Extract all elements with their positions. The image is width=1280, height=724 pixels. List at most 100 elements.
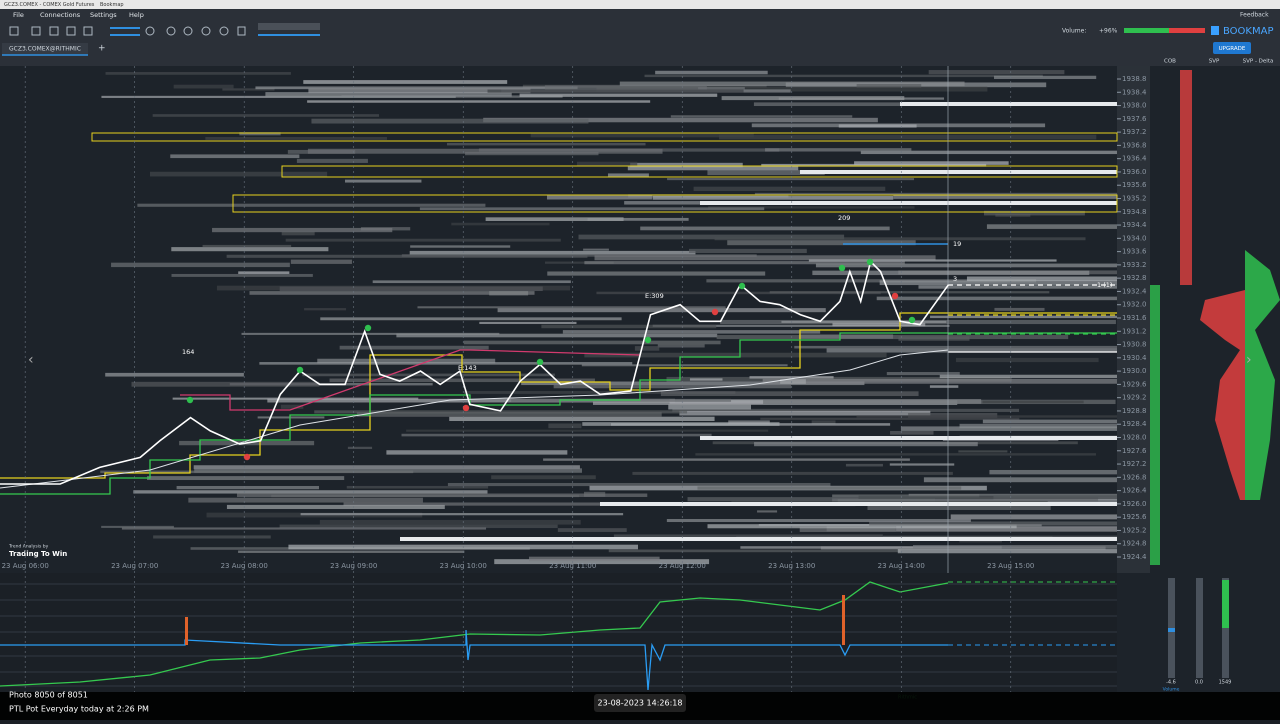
liquidity-band [923, 477, 1117, 483]
liquidity-band [707, 524, 1017, 529]
gauges [1168, 578, 1229, 678]
liquidity-band [983, 210, 1085, 216]
liquidity-band [879, 280, 1117, 286]
liquidity-band [171, 273, 313, 277]
liquidity-band [463, 340, 721, 345]
liquidity-band [613, 534, 883, 538]
liquidity-band [799, 527, 1117, 532]
liquidity-band [446, 142, 646, 146]
liquidity-band [300, 513, 624, 516]
liquidity-band [688, 248, 807, 253]
x-tick-label: 23 Aug 11:00 [549, 562, 596, 570]
title-bar [0, 0, 1280, 9]
liquidity-band [869, 521, 1117, 526]
liquidity-band [528, 556, 660, 562]
liquidity-band [131, 381, 320, 387]
menu-item[interactable]: Settings [90, 11, 117, 19]
liquidity-band [279, 524, 558, 529]
watermark: Trading To Win [9, 550, 67, 558]
liquidity-band [546, 195, 652, 200]
liquidity-band [700, 201, 1117, 205]
upgrade-label[interactable]: UPGRADE [1219, 46, 1246, 52]
y-tick-label: 1930.0 [1122, 367, 1147, 375]
x-tick-label: 23 Aug 08:00 [221, 562, 268, 570]
liquidity-band [170, 154, 300, 159]
trade-marker [243, 453, 251, 461]
upgrade-button[interactable] [1213, 42, 1251, 54]
x-tick-label: 23 Aug 14:00 [878, 562, 925, 570]
liquidity-band [544, 85, 707, 90]
feedback[interactable]: Feedback [1240, 12, 1269, 19]
liquidity-band [400, 537, 1117, 541]
liquidity-band [447, 482, 831, 487]
liquidity-band [544, 261, 614, 264]
menu-item[interactable]: File [13, 11, 24, 19]
liquidity-band [265, 92, 512, 97]
liquidity-band [858, 495, 1117, 499]
liquidity-band [133, 490, 488, 494]
liquidity-band [311, 118, 589, 124]
liquidity-band [986, 224, 1117, 229]
volume-bar [1169, 28, 1205, 33]
liquidity-band [307, 100, 651, 103]
y-tick-label: 1931.2 [1122, 327, 1147, 335]
liquidity-band [753, 102, 1033, 107]
next-arrow[interactable]: › [1246, 352, 1252, 368]
brand-logo [1211, 26, 1219, 35]
liquidity-band [780, 379, 806, 384]
delta-spike [842, 595, 845, 645]
annotation: 209 [838, 214, 850, 222]
prev-arrow[interactable]: ‹ [28, 352, 34, 368]
liquidity-band [396, 333, 718, 338]
liquidity-band [578, 234, 845, 240]
menu-item[interactable]: Connections [40, 11, 81, 19]
tab[interactable] [2, 43, 88, 55]
watermark: Trend Analysis by [8, 544, 49, 550]
liquidity-band [958, 450, 1008, 453]
y-tick-label: 1936.0 [1122, 168, 1147, 176]
liquidity-band [693, 186, 886, 191]
liquidity-band [982, 400, 1084, 404]
annotation: 164 [182, 348, 194, 356]
liquidity-band [660, 391, 919, 397]
liquidity-band [955, 357, 1099, 363]
liquidity-band [401, 433, 712, 437]
liquidity-band [344, 179, 422, 183]
liquidity-band [928, 70, 1065, 75]
liquidity-band [716, 335, 1069, 340]
liquidity-band [149, 171, 328, 177]
liquidity-band [845, 463, 883, 467]
liquidity-band [912, 545, 1117, 549]
add-tab[interactable]: + [98, 44, 106, 54]
liquidity-band [541, 324, 717, 329]
liquidity-band [285, 238, 561, 242]
liquidity-band [655, 70, 768, 75]
liquidity-band [280, 404, 304, 409]
panel-header: SVP [1209, 59, 1220, 65]
y-tick-label: 1928.8 [1122, 407, 1147, 415]
liquidity-band [657, 344, 705, 348]
liquidity-band [898, 336, 970, 341]
liquidity-band [483, 117, 878, 123]
liquidity-band [966, 276, 1117, 282]
liquidity-band [451, 222, 550, 226]
liquidity-band [687, 497, 1099, 502]
liquidity-band [530, 133, 754, 138]
trade-marker [891, 292, 899, 300]
liquidity-band [794, 345, 1117, 349]
x-tick-label: 23 Aug 15:00 [987, 562, 1034, 570]
volume-value: +96% [1099, 28, 1118, 35]
liquidity-band [479, 321, 577, 325]
y-tick-label: 1936.8 [1122, 141, 1147, 149]
y-tick-label: 1925.2 [1122, 526, 1147, 534]
liquidity-band [105, 372, 244, 377]
liquidity-band [302, 373, 555, 377]
liquidity-band [644, 74, 1043, 78]
tab-label[interactable]: GCZ3.COMEX@RITHMIC [9, 46, 81, 53]
menu-item[interactable]: Help [129, 11, 144, 19]
x-tick-label: 23 Aug 12:00 [659, 562, 706, 570]
liquidity-band [101, 95, 456, 98]
price-axis [1117, 66, 1150, 573]
volume-profile [1150, 70, 1280, 565]
liquidity-band [307, 148, 663, 154]
